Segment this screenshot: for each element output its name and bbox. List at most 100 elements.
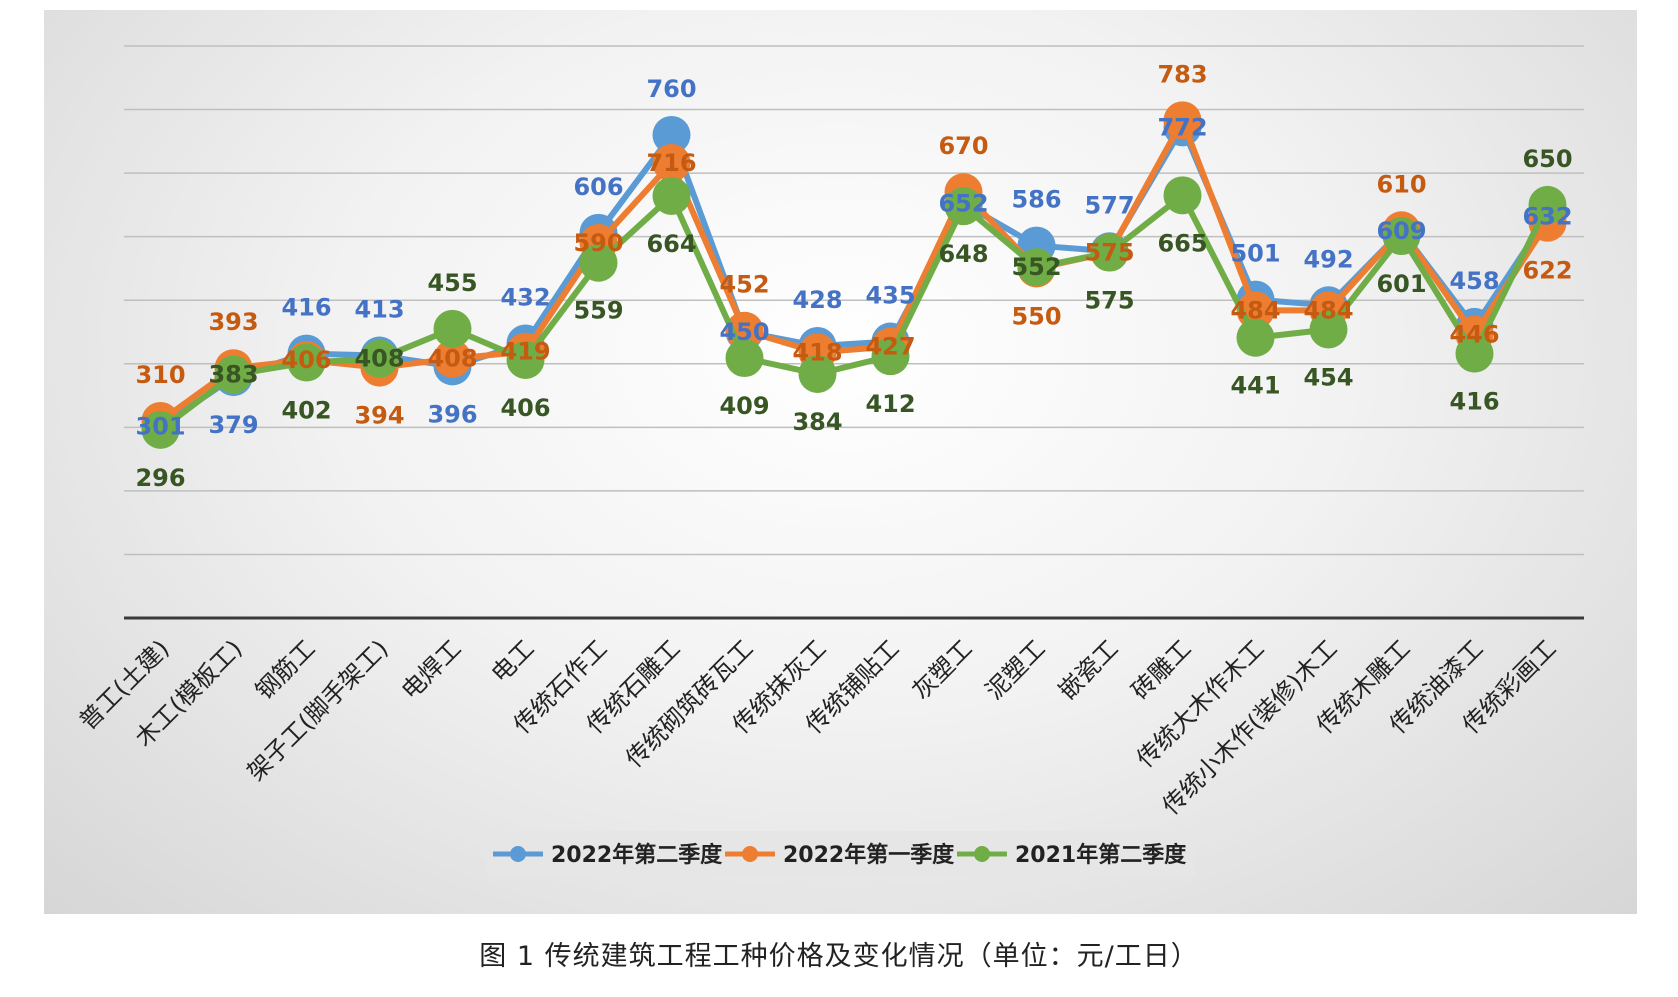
data-label: 296 [135, 464, 185, 492]
data-label: 716 [646, 149, 696, 177]
data-label: 406 [281, 346, 331, 374]
data-label: 450 [719, 318, 769, 346]
data-label: 408 [354, 345, 404, 373]
data-label: 406 [500, 394, 550, 422]
legend-box [487, 831, 1195, 877]
data-label: 432 [500, 283, 550, 311]
data-label: 484 [1303, 296, 1353, 324]
data-point [871, 337, 910, 376]
data-label: 419 [500, 338, 550, 366]
data-label: 783 [1157, 60, 1207, 88]
legend-label: 2022年第二季度 [551, 842, 723, 868]
x-tick-label: 传统大木作木工 [1131, 634, 1270, 773]
data-label: 301 [135, 413, 185, 441]
data-label: 610 [1376, 170, 1426, 198]
x-tick-label: 架子工(脚手架工) [242, 634, 394, 786]
data-point [1528, 185, 1567, 224]
series-1 [141, 108, 1567, 446]
data-label: 379 [208, 411, 258, 439]
x-tick-label: 灰塑工 [907, 634, 978, 705]
data-label: 409 [719, 392, 769, 420]
data-label: 393 [208, 308, 258, 336]
data-point [1163, 101, 1202, 140]
data-label: 772 [1157, 113, 1207, 141]
data-point [1090, 233, 1129, 272]
data-label: 416 [1449, 388, 1499, 416]
x-tick-label: 砖雕工 [1126, 634, 1197, 705]
data-point [287, 343, 326, 382]
data-label: 458 [1449, 267, 1499, 295]
data-label: 413 [354, 296, 404, 324]
data-label: 455 [427, 269, 477, 297]
data-point [1309, 310, 1348, 349]
data-label: 590 [573, 229, 623, 257]
data-label: 575 [1084, 287, 1134, 315]
legend-marker [510, 846, 526, 862]
data-point [1382, 217, 1421, 256]
data-label: 606 [573, 173, 623, 201]
data-label: 428 [792, 286, 842, 314]
data-point [214, 355, 253, 394]
data-point [506, 340, 545, 379]
x-tick-label: 传统砌筑砖瓦工 [620, 634, 759, 773]
data-point [433, 309, 472, 348]
series-3 [141, 176, 1567, 449]
data-label: 648 [938, 240, 988, 268]
x-tick-label: 钢筋工 [250, 634, 321, 705]
data-label: 402 [281, 397, 331, 425]
figure-caption: 图 1 传统建筑工程工种价格及变化情况（单位：元/工日） [479, 941, 1199, 972]
legend-label: 2022年第一季度 [783, 842, 955, 868]
data-label: 665 [1157, 229, 1207, 257]
data-label: 441 [1230, 372, 1280, 400]
data-label: 550 [1011, 302, 1061, 330]
data-point [1163, 176, 1202, 215]
data-label: 384 [792, 408, 842, 436]
data-label: 310 [135, 361, 185, 389]
data-label: 492 [1303, 245, 1353, 273]
legend: 2022年第二季度 2022年第一季度 2021年第二季度 [487, 831, 1195, 877]
legend-item: 2021年第二季度 [957, 842, 1187, 868]
data-label: 552 [1011, 253, 1061, 281]
data-label: 454 [1303, 363, 1353, 391]
data-point [1236, 318, 1275, 357]
data-label: 670 [938, 132, 988, 160]
line-chart: 310 301 296 393 383 379 416 406 402 413 408 394 455 4… [74, 45, 1584, 877]
data-label: 760 [646, 75, 696, 103]
chart-panel: 310 301 296 393 383 379 416 406 402 413 408 394 455 4… [44, 10, 1637, 914]
legend-item: 2022年第一季度 [725, 842, 955, 868]
data-label: 575 [1084, 239, 1134, 267]
data-point [1017, 248, 1056, 287]
data-label: 664 [646, 230, 696, 258]
x-tick-label: 泥塑工 [980, 634, 1051, 705]
data-label: 650 [1522, 145, 1572, 173]
data-point [652, 176, 691, 215]
legend-marker [974, 846, 990, 862]
gridlines [124, 45, 1584, 556]
data-point [433, 339, 472, 378]
data-label: 383 [208, 361, 258, 389]
data-label: 586 [1011, 186, 1061, 214]
data-label: 412 [865, 390, 915, 418]
data-label: 577 [1084, 191, 1134, 219]
data-point [725, 339, 764, 378]
legend-item: 2022年第二季度 [493, 842, 723, 868]
legend-marker [742, 846, 758, 862]
data-label: 418 [792, 338, 842, 366]
data-label: 484 [1230, 296, 1280, 324]
data-label: 435 [865, 282, 915, 310]
data-label: 559 [573, 297, 623, 325]
data-point [944, 187, 983, 226]
data-point [579, 243, 618, 282]
data-label: 416 [281, 294, 331, 322]
x-tick-label: 电焊工 [396, 634, 467, 705]
x-tick-label: 电工 [486, 634, 540, 688]
data-label: 408 [427, 345, 477, 373]
data-label: 622 [1522, 257, 1572, 285]
data-point [652, 143, 691, 182]
data-point [798, 354, 837, 393]
data-label: 452 [719, 271, 769, 299]
data-label: 427 [865, 333, 915, 361]
data-label: 601 [1376, 270, 1426, 298]
data-point [652, 115, 691, 154]
